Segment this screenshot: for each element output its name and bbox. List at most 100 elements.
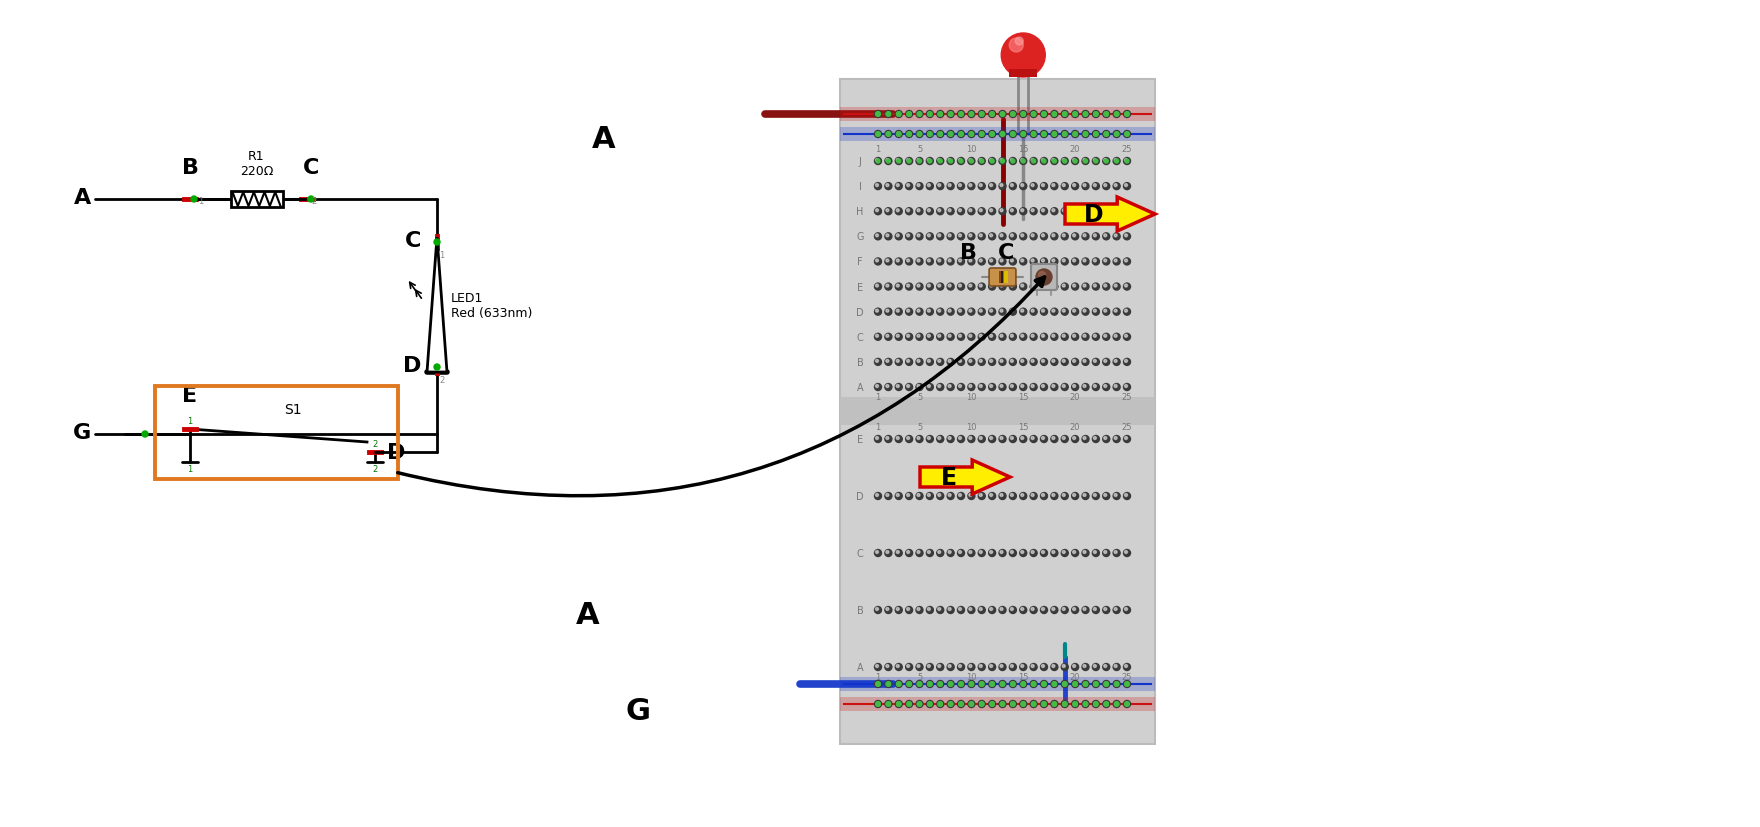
Circle shape: [875, 310, 878, 313]
Circle shape: [1061, 112, 1068, 118]
Circle shape: [1040, 131, 1047, 138]
Circle shape: [928, 360, 931, 363]
Circle shape: [1010, 335, 1014, 338]
Circle shape: [989, 607, 996, 614]
Circle shape: [1063, 132, 1067, 137]
Circle shape: [1072, 436, 1079, 443]
Circle shape: [1093, 184, 1100, 190]
Circle shape: [938, 682, 942, 686]
Circle shape: [1072, 700, 1079, 708]
Circle shape: [1061, 233, 1068, 241]
Circle shape: [936, 436, 943, 443]
Circle shape: [876, 682, 880, 686]
Circle shape: [1010, 550, 1016, 557]
Circle shape: [1051, 233, 1058, 241]
Circle shape: [1016, 38, 1023, 46]
Circle shape: [906, 360, 910, 363]
Circle shape: [1123, 184, 1130, 190]
Circle shape: [928, 608, 931, 611]
Circle shape: [938, 335, 942, 338]
Circle shape: [1021, 608, 1024, 611]
Circle shape: [917, 112, 922, 117]
Circle shape: [979, 335, 982, 338]
Circle shape: [1000, 682, 1005, 686]
Circle shape: [1123, 384, 1130, 391]
Circle shape: [959, 608, 961, 611]
Circle shape: [896, 494, 899, 497]
Circle shape: [1114, 112, 1119, 117]
Circle shape: [906, 184, 910, 188]
Text: B: B: [181, 158, 199, 178]
Text: 15: 15: [1017, 423, 1028, 432]
Circle shape: [959, 494, 961, 497]
Circle shape: [1104, 184, 1111, 190]
Circle shape: [1010, 233, 1016, 241]
Circle shape: [928, 184, 931, 188]
Circle shape: [1082, 233, 1089, 241]
Circle shape: [1072, 665, 1075, 667]
Circle shape: [926, 208, 933, 216]
Circle shape: [896, 700, 903, 708]
Circle shape: [917, 112, 922, 117]
Circle shape: [1010, 308, 1016, 316]
Circle shape: [906, 310, 910, 313]
Circle shape: [938, 132, 942, 137]
Circle shape: [1010, 607, 1016, 614]
Circle shape: [896, 160, 899, 162]
Circle shape: [1123, 681, 1130, 688]
Circle shape: [1082, 284, 1089, 291]
Circle shape: [989, 310, 993, 313]
Circle shape: [1072, 384, 1079, 391]
Circle shape: [968, 184, 972, 188]
Circle shape: [989, 385, 993, 388]
Circle shape: [1125, 665, 1128, 667]
Circle shape: [938, 360, 942, 363]
Circle shape: [1104, 160, 1109, 164]
Text: 10: 10: [966, 145, 977, 154]
Circle shape: [928, 112, 933, 117]
Circle shape: [1030, 436, 1037, 443]
Circle shape: [896, 158, 903, 165]
Circle shape: [1093, 132, 1098, 137]
Circle shape: [1019, 550, 1026, 557]
Circle shape: [1021, 665, 1024, 667]
Circle shape: [1104, 112, 1111, 118]
Circle shape: [192, 197, 197, 203]
Circle shape: [926, 259, 933, 265]
Circle shape: [1093, 208, 1100, 216]
Circle shape: [1123, 334, 1130, 341]
Circle shape: [875, 284, 882, 291]
Circle shape: [968, 209, 972, 213]
Circle shape: [1051, 184, 1058, 190]
Circle shape: [959, 360, 961, 363]
Circle shape: [885, 131, 892, 138]
Circle shape: [1031, 551, 1035, 554]
Circle shape: [1010, 284, 1016, 291]
Circle shape: [1104, 437, 1107, 440]
Circle shape: [1010, 284, 1014, 288]
Circle shape: [1061, 700, 1068, 708]
Circle shape: [1125, 335, 1128, 338]
Circle shape: [959, 702, 963, 706]
Circle shape: [926, 158, 933, 165]
Circle shape: [1082, 235, 1086, 237]
Circle shape: [989, 494, 993, 497]
Circle shape: [917, 437, 920, 440]
Circle shape: [1072, 308, 1079, 316]
Circle shape: [968, 259, 975, 265]
Circle shape: [979, 158, 986, 165]
Circle shape: [1072, 551, 1075, 554]
Circle shape: [936, 284, 943, 291]
Circle shape: [1052, 437, 1054, 440]
Circle shape: [949, 608, 950, 611]
Circle shape: [1082, 209, 1086, 213]
Text: 5: 5: [917, 423, 922, 432]
Circle shape: [896, 233, 903, 241]
Circle shape: [915, 384, 922, 391]
Circle shape: [1074, 682, 1077, 686]
Circle shape: [1051, 493, 1058, 500]
Text: 10: 10: [966, 672, 977, 681]
Circle shape: [938, 112, 942, 117]
Circle shape: [957, 493, 964, 500]
Circle shape: [1093, 700, 1100, 708]
